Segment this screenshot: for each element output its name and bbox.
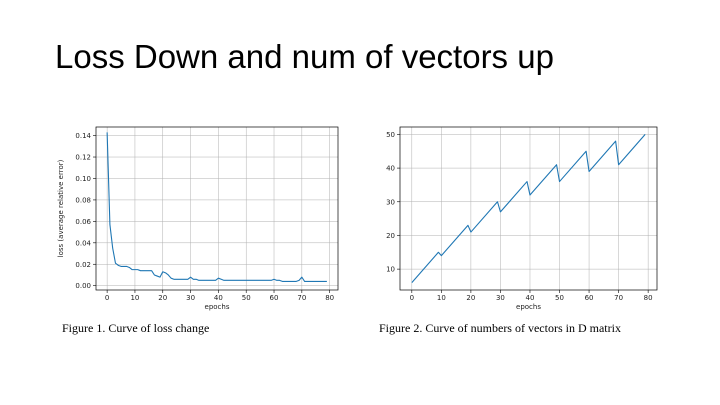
slide-title: Loss Down and num of vectors up bbox=[55, 38, 554, 75]
chart-1-xtick-label: 80 bbox=[325, 294, 334, 302]
chart-1-xtick-label: 0 bbox=[105, 294, 109, 302]
chart-1-ylabel: loss (average relative error) bbox=[57, 159, 65, 257]
chart-1-ytick-label: 0.12 bbox=[75, 154, 91, 162]
chart-2-xtick-label: 70 bbox=[614, 294, 623, 302]
chart-1-xtick-label: 40 bbox=[214, 294, 223, 302]
loss-chart: 0 10 20 30 40 50 60 70 80 0.00 0.02 0.04 0.06 0.08 0.1… bbox=[55, 118, 345, 318]
chart-2-ytick-label: 10 bbox=[386, 266, 395, 274]
chart-1-series-line bbox=[106, 132, 327, 282]
chart-2-xtick-label: 40 bbox=[526, 294, 535, 302]
chart-1-xtick-label: 70 bbox=[297, 294, 306, 302]
chart-2-ytick-label: 20 bbox=[386, 232, 395, 240]
chart-1-xtick-label: 20 bbox=[158, 294, 167, 302]
chart-1-xtick-label: 60 bbox=[270, 294, 279, 302]
loss-chart-svg: 0 10 20 30 40 50 60 70 80 0.00 0.02 0.04 0.06 0.08 0.1… bbox=[57, 126, 339, 311]
chart-2-xtick-label: 20 bbox=[466, 294, 475, 302]
chart-2-xtick-label: 50 bbox=[555, 294, 564, 302]
chart-2-xlabel: epochs bbox=[516, 303, 541, 311]
chart-1-xtick-label: 10 bbox=[130, 294, 139, 302]
chart-2-ylabel: num of vectors in D matrix bbox=[368, 161, 369, 255]
chart-1-ytick-label: 0.04 bbox=[75, 239, 91, 247]
vectors-chart: 0 10 20 30 40 50 60 70 80 10 20 30 40 50 epochs num of … bbox=[368, 118, 668, 318]
chart-2-xtick-label: 80 bbox=[644, 294, 653, 302]
chart-2-ytick-label: 30 bbox=[386, 198, 395, 206]
chart-2-ytick-label: 50 bbox=[386, 131, 395, 139]
chart-1-ytick-label: 0.08 bbox=[75, 196, 91, 204]
chart-2-ytick-label: 40 bbox=[386, 165, 395, 173]
figure-2-caption: Figure 2. Curve of numbers of vectors in… bbox=[379, 321, 621, 335]
chart-1-xtick-label: 50 bbox=[242, 294, 251, 302]
chart-1-ytick-label: 0.02 bbox=[75, 261, 91, 269]
chart-1-xlabel: epochs bbox=[205, 303, 230, 311]
chart-2-frame bbox=[399, 126, 658, 291]
chart-1-frame bbox=[95, 126, 339, 291]
chart-1-xtick-label: 30 bbox=[186, 294, 195, 302]
chart-2-xtick-label: 0 bbox=[410, 294, 414, 302]
figure-1-caption: Figure 1. Curve of loss change bbox=[62, 321, 210, 335]
chart-1-ytick-label: 0.14 bbox=[75, 132, 91, 140]
chart-1-ytick-label: 0.06 bbox=[75, 218, 91, 226]
chart-2-xtick-label: 60 bbox=[585, 294, 594, 302]
chart-2-xtick-label: 10 bbox=[437, 294, 446, 302]
chart-1-ytick-label: 0.10 bbox=[75, 175, 91, 183]
vectors-chart-svg: 0 10 20 30 40 50 60 70 80 10 20 30 40 50 epochs num of … bbox=[368, 126, 658, 311]
chart-1-ytick-label: 0.00 bbox=[75, 282, 91, 290]
chart-2-series-line bbox=[411, 134, 646, 283]
chart-2-xtick-label: 30 bbox=[496, 294, 505, 302]
